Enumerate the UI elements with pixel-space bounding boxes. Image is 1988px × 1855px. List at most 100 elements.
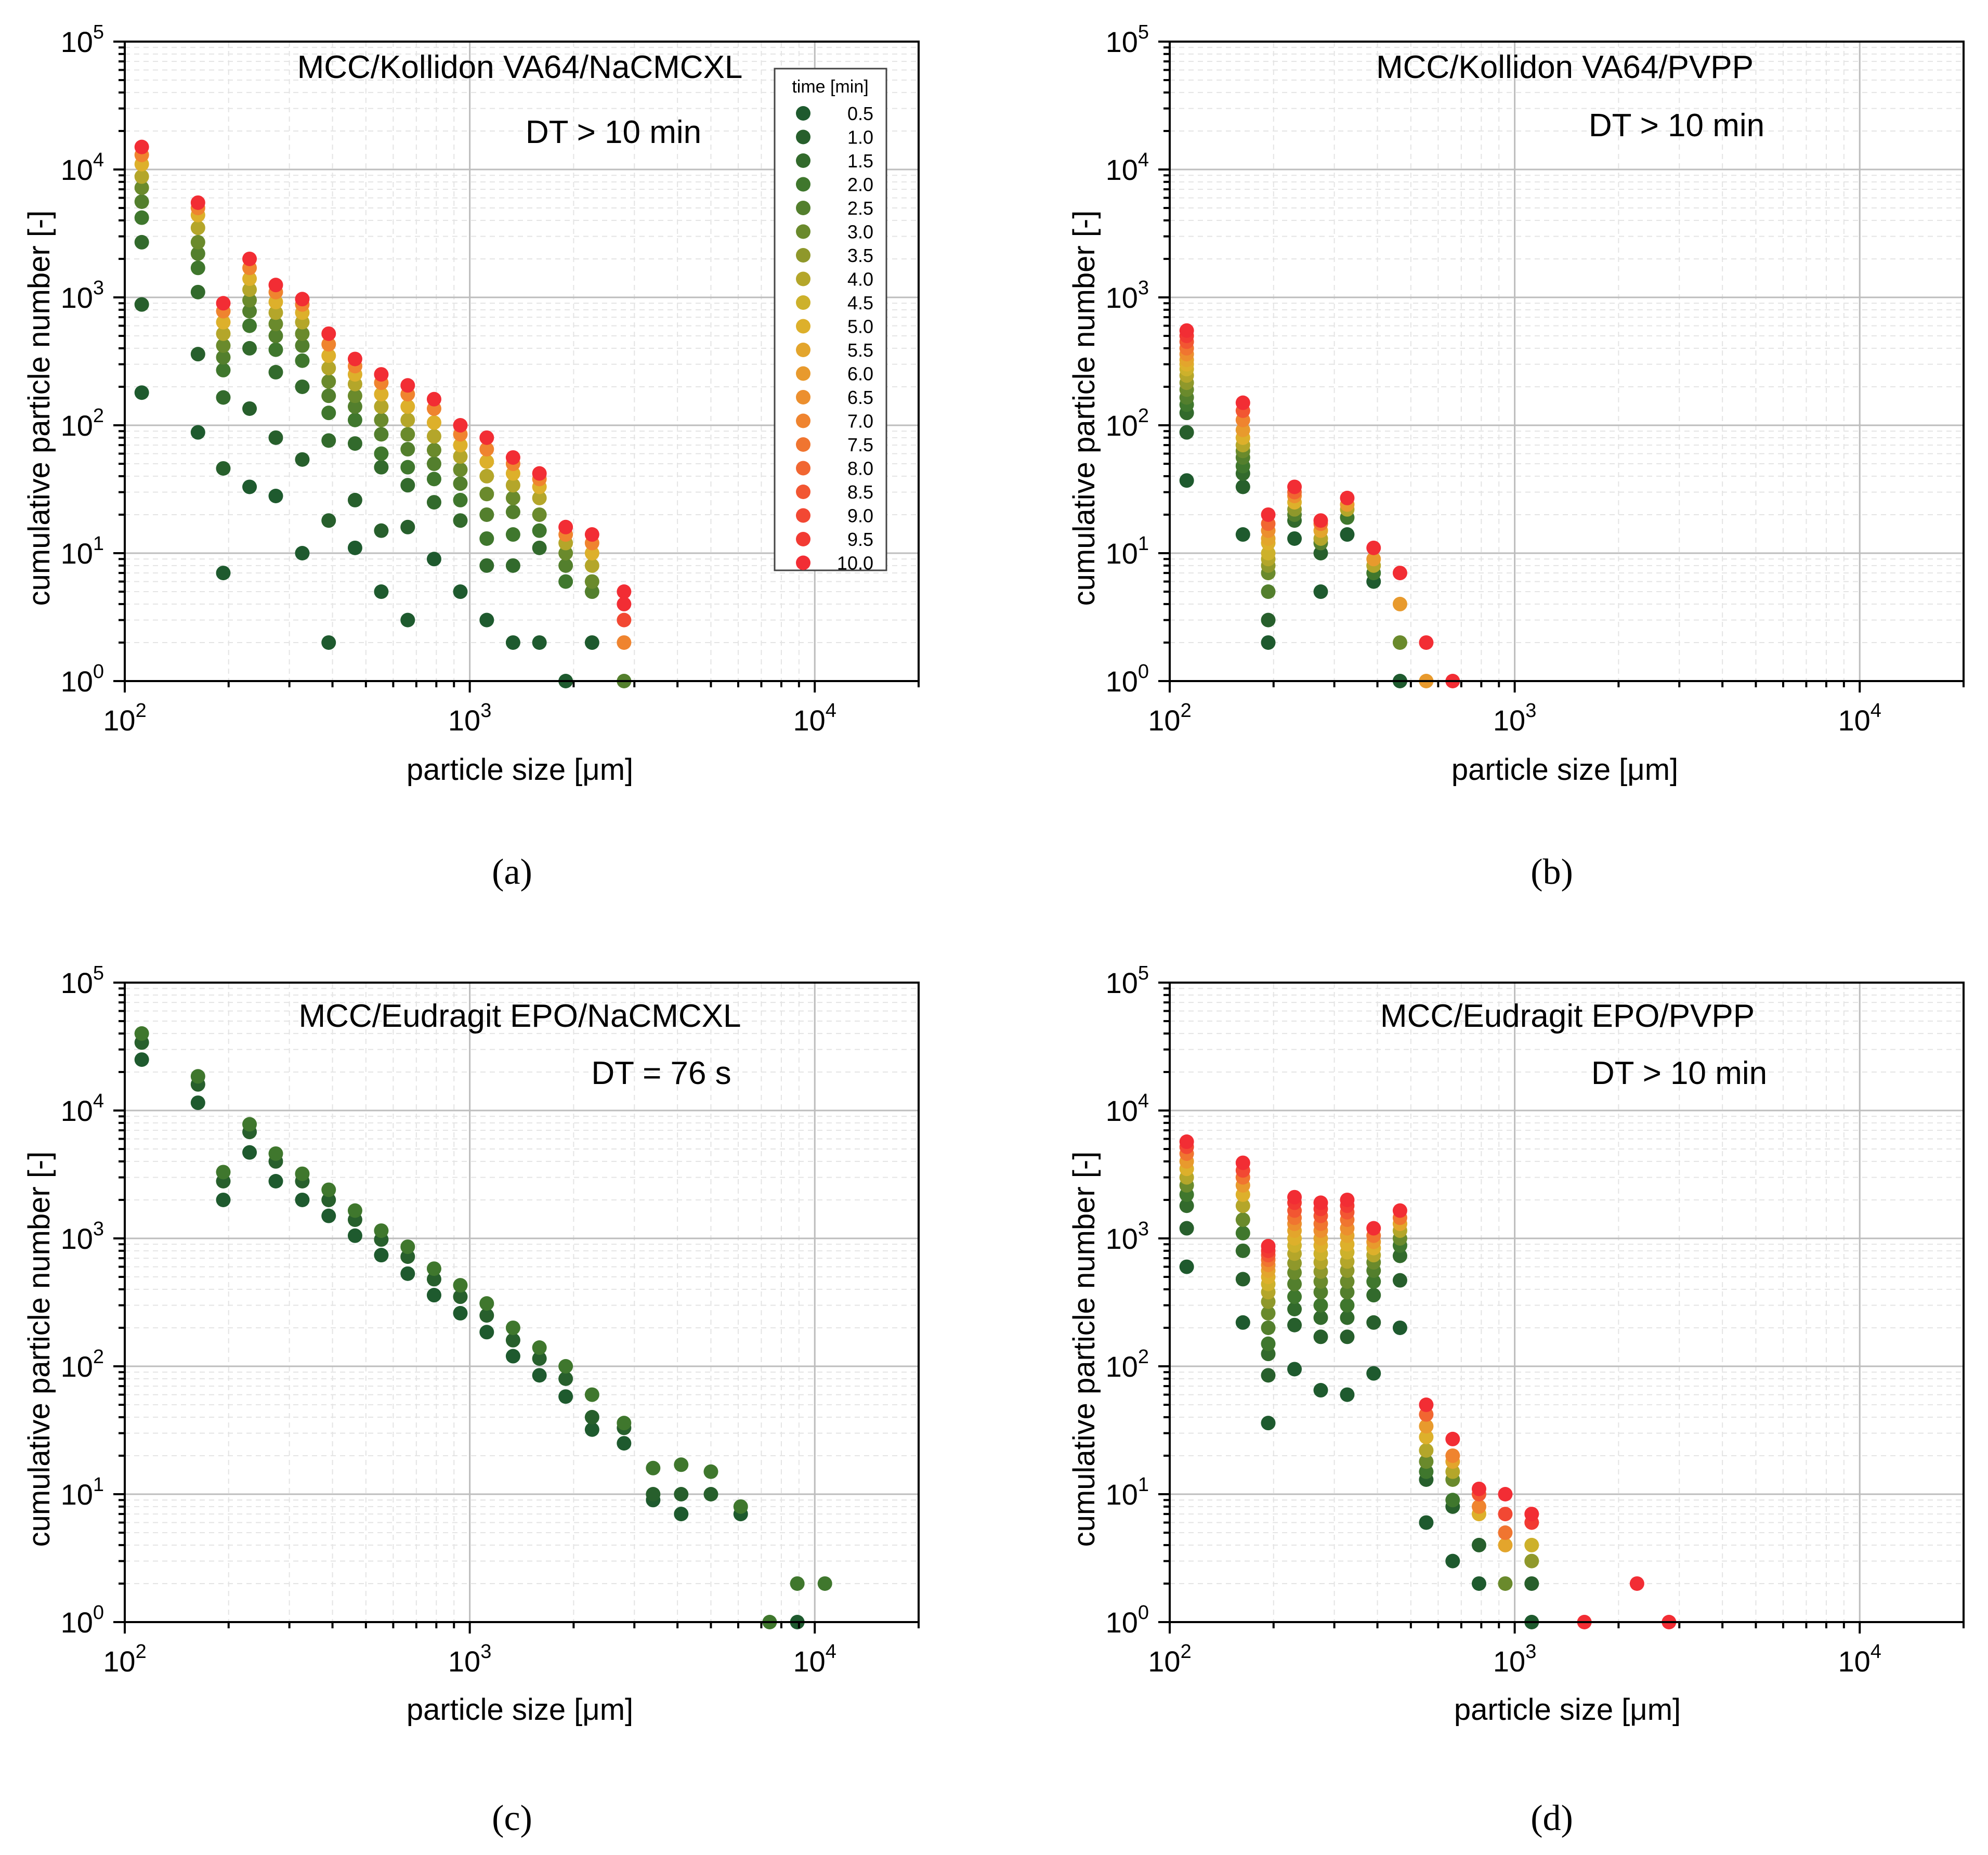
data-point bbox=[584, 574, 599, 589]
data-point bbox=[1313, 513, 1328, 528]
data-point bbox=[321, 348, 336, 363]
dt-annotation: DT > 10 min bbox=[526, 114, 701, 150]
data-point bbox=[1471, 1537, 1486, 1552]
data-point bbox=[1498, 1537, 1513, 1552]
data-point bbox=[400, 442, 415, 457]
data-point bbox=[1235, 395, 1250, 410]
legend-label: 9.0 bbox=[847, 505, 873, 527]
data-point bbox=[617, 596, 632, 611]
data-point bbox=[1340, 490, 1355, 505]
data-point bbox=[1235, 1272, 1250, 1287]
data-point bbox=[242, 1145, 257, 1160]
data-point bbox=[1340, 1285, 1355, 1300]
data-point bbox=[1471, 1576, 1486, 1591]
data-point bbox=[216, 326, 231, 341]
data-point bbox=[584, 527, 599, 542]
data-point bbox=[1340, 527, 1355, 542]
data-point bbox=[321, 433, 336, 448]
data-point bbox=[1287, 531, 1302, 546]
data-point bbox=[400, 612, 415, 628]
data-point bbox=[426, 415, 441, 430]
data-point bbox=[617, 1416, 632, 1431]
data-point bbox=[1419, 635, 1434, 650]
data-point bbox=[242, 341, 257, 356]
data-point bbox=[347, 1228, 362, 1243]
data-point bbox=[558, 519, 573, 534]
data-point bbox=[1419, 1443, 1434, 1458]
data-point bbox=[1235, 1212, 1250, 1227]
data-point bbox=[1419, 1464, 1434, 1479]
data-point bbox=[1392, 635, 1407, 650]
data-point bbox=[216, 1165, 231, 1180]
data-point bbox=[134, 194, 149, 209]
data-point bbox=[347, 492, 362, 507]
data-point bbox=[1419, 1515, 1434, 1530]
data-point bbox=[400, 412, 415, 427]
data-point bbox=[190, 234, 205, 250]
data-point bbox=[558, 546, 573, 560]
data-point bbox=[190, 1069, 205, 1084]
data-point bbox=[558, 1389, 573, 1404]
data-point bbox=[558, 1371, 573, 1386]
data-point bbox=[190, 284, 205, 299]
legend-marker bbox=[796, 224, 810, 239]
data-point bbox=[268, 364, 283, 380]
data-point bbox=[674, 1487, 689, 1501]
data-point bbox=[1179, 323, 1194, 338]
data-point bbox=[1261, 546, 1276, 560]
data-point bbox=[216, 338, 231, 353]
data-point bbox=[1340, 1329, 1355, 1344]
legend-marker bbox=[796, 437, 810, 452]
data-point bbox=[1524, 1537, 1539, 1552]
data-point bbox=[1340, 1274, 1355, 1289]
chart-title: MCC/Eudragit EPO/PVPP bbox=[1380, 998, 1755, 1034]
legend-marker bbox=[796, 248, 810, 263]
data-point bbox=[1445, 1553, 1460, 1569]
data-point bbox=[242, 479, 257, 494]
legend-label: 7.0 bbox=[847, 411, 873, 432]
data-point bbox=[134, 385, 149, 400]
data-point bbox=[321, 1192, 336, 1207]
data-point bbox=[505, 635, 520, 650]
y-tick-label: 104 bbox=[1106, 149, 1149, 186]
data-point bbox=[134, 180, 149, 195]
legend-label: 7.5 bbox=[847, 434, 873, 455]
data-point bbox=[1261, 1238, 1276, 1253]
data-point bbox=[374, 427, 389, 442]
data-point bbox=[532, 507, 547, 522]
data-point bbox=[1261, 635, 1276, 650]
data-point bbox=[295, 353, 310, 368]
data-point bbox=[242, 271, 257, 286]
data-point bbox=[321, 635, 336, 650]
data-point bbox=[646, 1487, 661, 1501]
data-point bbox=[1392, 596, 1407, 611]
data-point bbox=[400, 427, 415, 442]
data-point bbox=[295, 1192, 310, 1207]
data-point bbox=[400, 1266, 415, 1281]
legend-title: time [min] bbox=[792, 77, 868, 97]
data-point bbox=[1392, 1273, 1407, 1288]
data-point bbox=[558, 1359, 573, 1374]
legend-marker bbox=[796, 343, 810, 357]
data-point bbox=[216, 350, 231, 365]
legend-marker bbox=[796, 390, 810, 404]
legend-entries: 0.5 1.01.52.0 2.53.03.5 4.04.5 5.05.56.06.5 7… bbox=[796, 103, 873, 574]
data-point bbox=[321, 360, 336, 375]
legend-label: 6.0 bbox=[847, 363, 873, 385]
data-point bbox=[426, 442, 441, 458]
legend-marker bbox=[796, 295, 810, 310]
y-tick-label: 101 bbox=[61, 1474, 104, 1511]
data-point bbox=[374, 367, 389, 382]
data-point bbox=[479, 430, 494, 445]
legend-marker bbox=[796, 413, 810, 428]
data-point bbox=[479, 531, 494, 546]
data-point bbox=[1179, 1259, 1194, 1274]
data-point bbox=[190, 195, 205, 210]
data-point bbox=[1366, 552, 1381, 567]
data-point bbox=[453, 476, 468, 491]
data-point bbox=[134, 169, 149, 184]
data-point bbox=[1261, 1368, 1276, 1383]
data-point bbox=[505, 1349, 520, 1364]
data-points bbox=[1179, 1134, 1677, 1629]
